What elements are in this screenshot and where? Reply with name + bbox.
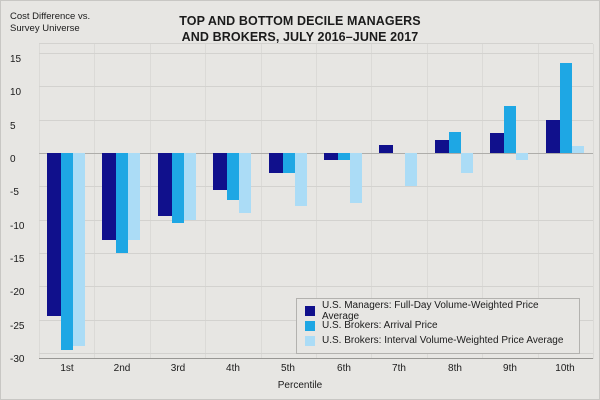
x-tick-label: 2nd [113,363,131,374]
y-tick-label: -20 [10,287,25,299]
vertical-gridline [205,44,206,359]
vertical-gridline [538,44,539,359]
y-tick-label: 5 [10,120,16,132]
x-axis-title: Percentile [277,380,323,391]
y-tick-label: -25 [10,320,25,332]
legend-label: U.S. Brokers: Arrival Price [322,320,438,331]
horizontal-gridline [39,220,593,221]
horizontal-gridline [39,186,593,187]
zero-line [39,153,593,154]
y-tick-label: -5 [10,187,19,199]
bar-series1-9th [504,106,516,153]
chart-title-line1: TOP AND BOTTOM DECILE MANAGERS [179,14,421,28]
x-tick-label: 8th [448,363,462,374]
x-axis-line [39,358,593,359]
bar-series0-3rd [158,153,172,216]
legend-row: U.S. Brokers: Interval Volume-Weighted P… [305,333,571,348]
bar-series2-1st [73,153,85,346]
horizontal-gridline [39,286,593,287]
y-axis-note: Cost Difference vs. Survey Universe [10,11,90,36]
bar-series2-9th [516,153,528,160]
horizontal-gridline [39,120,593,121]
y-tick-label: 0 [10,154,16,165]
vertical-gridline [39,44,40,359]
vertical-gridline [427,44,428,359]
bar-series1-8th [449,132,461,153]
horizontal-gridline [39,53,593,54]
vertical-gridline [371,44,372,359]
bar-series0-10th [546,120,560,153]
legend-swatch-brokers-interval-vwap [305,335,315,346]
bar-series0-5th [269,153,283,173]
legend-label: U.S. Brokers: Interval Volume-Weighted P… [322,335,564,346]
bar-series2-5th [295,153,307,206]
plot-area [39,43,594,359]
vertical-gridline [261,44,262,359]
legend-label: U.S. Managers: Full-Day Volume-Weighted … [322,299,539,322]
bar-series1-3rd [172,153,184,223]
legend-swatch-brokers-arrival-price [305,320,315,331]
bar-series0-8th [435,140,449,153]
x-tick-label: 3rd [170,363,186,374]
vertical-gridline [94,44,95,359]
horizontal-gridline [39,86,593,87]
x-tick-label: 4th [226,363,240,374]
x-tick-label: 10th [555,363,575,374]
horizontal-gridline [39,253,593,254]
legend-row: U.S. Brokers: Arrival Price [305,318,571,333]
y-tick-label: -30 [10,354,25,365]
bar-series1-2nd [116,153,128,253]
bar-series1-10th [560,63,572,153]
bar-series0-4th [213,153,227,190]
chart-title-line2: AND BROKERS, JULY 2016–JUNE 2017 [181,29,419,44]
legend-swatch-managers-fullday-vwap [305,305,315,316]
x-tick-label: 1st [60,363,74,374]
y-tick-label: -10 [10,220,25,232]
bar-series2-7th [405,153,417,186]
y-tick-label: 15 [10,54,22,65]
bar-series1-6th [338,153,350,160]
bar-series0-9th [490,133,504,153]
bar-series2-4th [239,153,251,213]
bar-series1-1st [61,153,73,350]
x-tick-label: 9th [503,363,517,374]
y-tick-label: 10 [10,87,22,99]
bar-series1-4th [227,153,239,200]
bar-series2-8th [461,153,473,173]
bar-series0-2nd [102,153,116,240]
y-axis-note-line1: Cost Difference vs. [10,11,91,22]
legend: U.S. Managers: Full-Day Volume-Weighted … [296,298,580,354]
bar-series2-3rd [184,153,196,220]
bar-series0-1st [47,153,61,316]
x-tick-label: 5th [281,363,295,374]
x-tick-label: 6th [337,363,351,374]
bar-series2-6th [350,153,362,203]
chart-title: TOP AND BOTTOM DECILE MANAGERS AND BROKE… [1,14,599,45]
bar-series0-6th [324,153,338,160]
y-axis-note-line2: Survey Universe [10,23,80,35]
vertical-gridline [316,44,317,359]
vertical-gridline [482,44,483,359]
bar-series2-10th [572,146,584,153]
y-tick-label: -15 [10,254,25,265]
legend-row: U.S. Managers: Full-Day Volume-Weighted … [305,300,571,322]
x-tick-label: 7th [392,363,406,374]
bar-series0-7th [379,145,393,153]
vertical-gridline [593,44,594,359]
bar-series2-2nd [128,153,140,240]
vertical-gridline [150,44,151,359]
bar-series1-5th [283,153,295,173]
